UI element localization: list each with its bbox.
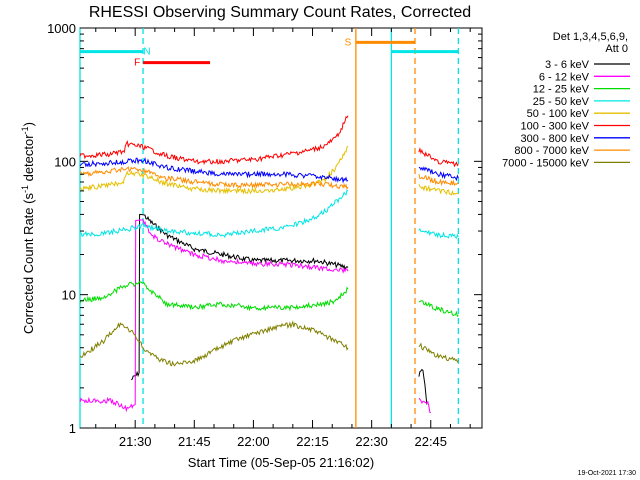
x-tick-label: 22:45 [414, 434, 447, 449]
series-6-12-kev-line-0 [79, 219, 349, 413]
series-3-6-kev-line-1 [418, 368, 428, 405]
x-tick-label: 22:30 [355, 434, 388, 449]
legend-label-6-12-kev: 6 - 12 keV [539, 71, 590, 83]
series-6-12-kev-line-1 [418, 397, 432, 414]
y-tick-label: 10 [62, 288, 76, 303]
flag-N-label: N [143, 47, 150, 58]
series-layer [79, 115, 459, 414]
y-tick-label: 100 [54, 154, 76, 169]
footer-date: 19-Oct-2021 17:30 [578, 470, 636, 477]
y-axis-label-main: Corrected Count Rate (s [21, 193, 36, 334]
flag-F-label: F [134, 58, 140, 69]
series-7000-15000-kev-line-1 [418, 342, 459, 363]
legend-label-800-7000-kev: 800 - 7000 keV [514, 145, 589, 157]
flag-S-label: S [345, 37, 352, 48]
series-12-25-kev-line-0 [79, 281, 349, 312]
y-axis-ticks: 1 10 100 1000 [47, 21, 482, 436]
legend-header-detectors: Det 1,3,4,5,6,9, [553, 31, 628, 43]
y-axis-label-sup1: -1 [20, 185, 30, 193]
x-axis-label: Start Time (05-Sep-05 21:16:02) [188, 455, 374, 470]
series-100-300-kev-line-0 [79, 115, 349, 166]
x-tick-label: 22:00 [237, 434, 270, 449]
series-3-6-kev-line-0 [130, 213, 349, 381]
series-50-100-kev-line-1 [418, 184, 459, 196]
series-800-7000-kev-line-1 [418, 173, 459, 187]
y-axis-label: Corrected Count Rate (s-1 detector-1) [20, 122, 36, 334]
y-tick-label: 1 [69, 421, 76, 436]
series-25-50-kev-line-0 [79, 189, 349, 239]
legend-label-50-100-kev: 50 - 100 keV [527, 108, 590, 120]
legend-label-12-25-kev: 12 - 25 keV [533, 84, 590, 96]
legend-label-3-6-kev: 3 - 6 keV [545, 59, 590, 71]
series-100-300-kev-line-1 [418, 147, 459, 168]
x-tick-label: 22:15 [296, 434, 329, 449]
series-12-25-kev-line-1 [418, 300, 459, 318]
legend-label-25-50-kev: 25 - 50 keV [533, 96, 590, 108]
x-tick-label: 21:30 [119, 434, 152, 449]
y-axis-label-end: ) [21, 122, 36, 126]
x-axis-ticks: 21:30 21:45 22:00 22:15 22:30 22:45 [95, 28, 471, 449]
legend-label-7000-15000-kev: 7000 - 15000 keV [502, 157, 590, 169]
y-axis-label-mid: detector [21, 134, 36, 185]
y-axis-label-sup2: -1 [20, 126, 30, 134]
series-50-100-kev-line-0 [79, 145, 349, 195]
y-tick-label: 1000 [47, 21, 76, 36]
legend-header-attenuator: Att 0 [605, 43, 628, 55]
x-tick-label: 21:45 [178, 434, 211, 449]
series-25-50-kev-line-1 [418, 227, 459, 239]
chart-title: RHESSI Observing Summary Count Rates, Co… [89, 4, 471, 21]
legend-label-300-800-kev: 300 - 800 keV [521, 133, 590, 145]
flag-bars: NF S [80, 37, 459, 69]
series-800-7000-kev-line-0 [79, 166, 349, 190]
series-7000-15000-kev-line-0 [79, 320, 349, 367]
series-300-800-kev-line-0 [79, 157, 349, 184]
series-300-800-kev-line-1 [418, 166, 459, 182]
plot-area: NF S 1 10 100 1000 21:30 21:45 22:00 22:15 22:30… [47, 21, 483, 449]
legend-label-100-300-kev: 100 - 300 keV [521, 121, 590, 133]
